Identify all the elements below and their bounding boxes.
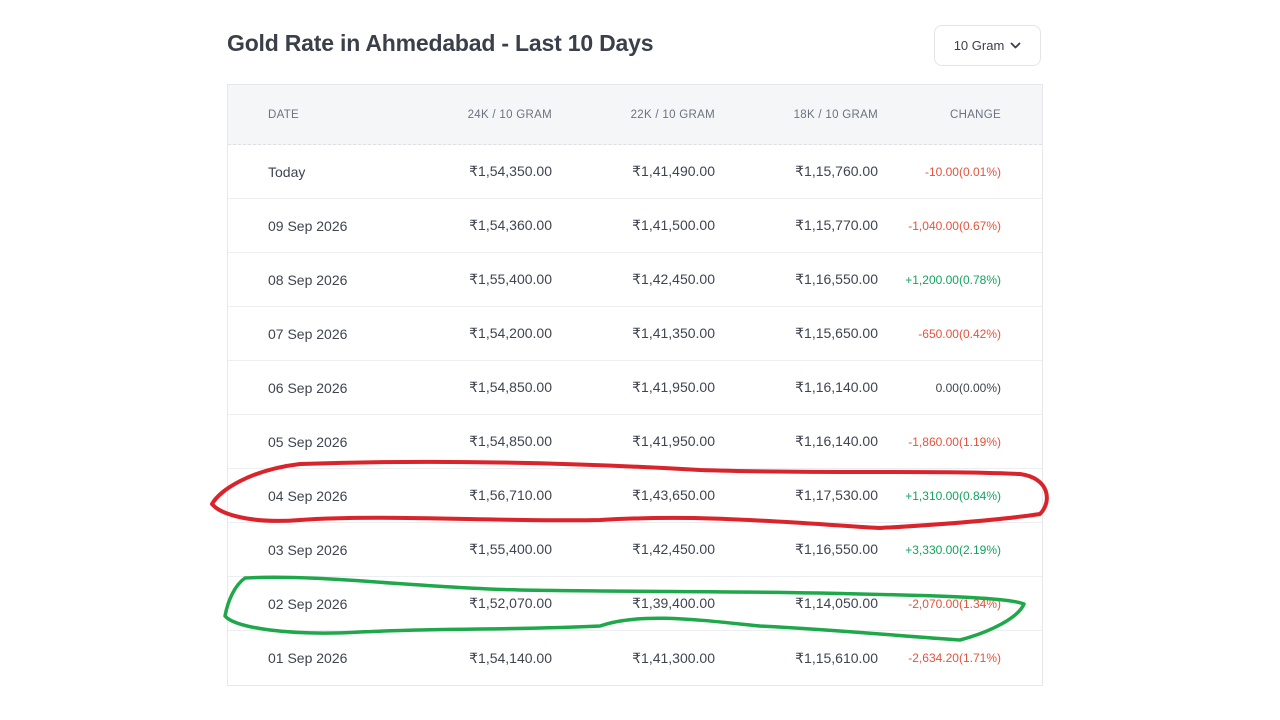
row-22k-rate: ₹1,41,950.00 — [632, 379, 715, 395]
row-date: 09 Sep 2026 — [268, 217, 348, 234]
row-24k-rate: ₹1,52,070.00 — [469, 595, 552, 611]
row-date: 08 Sep 2026 — [268, 271, 348, 288]
table-row: 05 Sep 2026 ₹1,54,850.00 ₹1,41,950.00 ₹1,16… — [228, 415, 1042, 469]
table-row: Today ₹1,54,350.00 ₹1,41,490.00 ₹1,15,760.0… — [228, 145, 1042, 199]
row-date: 03 Sep 2026 — [268, 541, 348, 558]
row-22k-rate: ₹1,41,950.00 — [632, 433, 715, 449]
row-22k-rate: ₹1,39,400.00 — [632, 595, 715, 611]
table-body: Today ₹1,54,350.00 ₹1,41,490.00 ₹1,15,760.0… — [228, 145, 1042, 685]
unit-dropdown[interactable]: 10 Gram — [934, 25, 1041, 66]
row-change: +1,310.00(0.84%) — [905, 488, 1001, 503]
chevron-down-icon — [1010, 42, 1021, 50]
header-date: DATE — [268, 108, 300, 121]
page-title: Gold Rate in Ahmedabad - Last 10 Days — [227, 30, 654, 56]
row-24k-rate: ₹1,54,350.00 — [469, 163, 552, 179]
row-22k-rate: ₹1,41,300.00 — [632, 649, 715, 666]
row-18k-rate: ₹1,15,650.00 — [795, 325, 878, 341]
table-row: 04 Sep 2026 ₹1,56,710.00 ₹1,43,650.00 ₹1,17… — [228, 469, 1042, 523]
row-22k-rate: ₹1,42,450.00 — [632, 541, 715, 557]
row-22k-rate: ₹1,41,350.00 — [632, 325, 715, 341]
row-change: -650.00(0.42%) — [918, 326, 1001, 341]
table-row: 08 Sep 2026 ₹1,55,400.00 ₹1,42,450.00 ₹1,16… — [228, 253, 1042, 307]
table-row: 07 Sep 2026 ₹1,54,200.00 ₹1,41,350.00 ₹1,15… — [228, 307, 1042, 361]
row-change: +3,330.00(2.19%) — [905, 542, 1001, 557]
row-change: -10.00(0.01%) — [924, 164, 1001, 179]
row-date: Today — [268, 163, 306, 180]
row-24k-rate: ₹1,54,850.00 — [469, 433, 552, 449]
header-24k: 24K / 10 GRAM — [467, 108, 552, 121]
row-22k-rate: ₹1,43,650.00 — [632, 487, 715, 503]
row-18k-rate: ₹1,16,550.00 — [795, 541, 878, 557]
row-18k-rate: ₹1,16,550.00 — [795, 271, 878, 287]
row-change: 0.00(0.00%) — [935, 380, 1001, 395]
row-24k-rate: ₹1,55,400.00 — [469, 271, 552, 287]
row-date: 07 Sep 2026 — [268, 325, 348, 342]
row-18k-rate: ₹1,17,530.00 — [795, 487, 878, 503]
table-row: 03 Sep 2026 ₹1,55,400.00 ₹1,42,450.00 ₹1,16… — [228, 523, 1042, 577]
row-change: -2,070.00(1.34%) — [908, 596, 1001, 611]
row-22k-rate: ₹1,41,490.00 — [632, 163, 715, 179]
header-18k: 18K / 10 GRAM — [793, 108, 878, 121]
row-24k-rate: ₹1,54,140.00 — [469, 649, 552, 666]
row-change: -2,634.20(1.71%) — [908, 651, 1001, 665]
row-24k-rate: ₹1,55,400.00 — [469, 541, 552, 557]
table-row: 02 Sep 2026 ₹1,52,070.00 ₹1,39,400.00 ₹1,14… — [228, 577, 1042, 631]
row-date: 02 Sep 2026 — [268, 595, 348, 612]
row-18k-rate: ₹1,15,770.00 — [795, 217, 878, 233]
row-18k-rate: ₹1,15,760.00 — [795, 163, 878, 179]
row-22k-rate: ₹1,42,450.00 — [632, 271, 715, 287]
table-header: DATE 24K / 10 GRAM 22K / 10 GRAM 18K / 1… — [228, 85, 1042, 145]
row-date: 04 Sep 2026 — [268, 487, 348, 504]
row-change: -1,860.00(1.19%) — [908, 434, 1001, 449]
row-18k-rate: ₹1,15,610.00 — [795, 649, 878, 666]
row-18k-rate: ₹1,14,050.00 — [795, 595, 878, 611]
table-row: 06 Sep 2026 ₹1,54,850.00 ₹1,41,950.00 ₹1,16… — [228, 361, 1042, 415]
header-22k: 22K / 10 GRAM — [630, 108, 715, 121]
row-24k-rate: ₹1,54,360.00 — [469, 217, 552, 233]
row-date: 01 Sep 2026 — [268, 650, 348, 666]
row-24k-rate: ₹1,54,200.00 — [469, 325, 552, 341]
table-row: 09 Sep 2026 ₹1,54,360.00 ₹1,41,500.00 ₹1,15… — [228, 199, 1042, 253]
row-date: 06 Sep 2026 — [268, 379, 348, 396]
unit-dropdown-value: 10 Gram — [953, 38, 1005, 53]
table-row: 01 Sep 2026 ₹1,54,140.00 ₹1,41,300.00 ₹1,15… — [228, 631, 1042, 685]
row-date: 05 Sep 2026 — [268, 433, 348, 450]
row-18k-rate: ₹1,16,140.00 — [795, 433, 878, 449]
row-18k-rate: ₹1,16,140.00 — [795, 379, 878, 395]
row-24k-rate: ₹1,56,710.00 — [469, 487, 552, 503]
gold-rate-table: DATE 24K / 10 GRAM 22K / 10 GRAM 18K / 1… — [227, 84, 1043, 686]
row-change: -1,040.00(0.67%) — [908, 218, 1001, 233]
header-change: CHANGE — [949, 108, 1001, 121]
row-24k-rate: ₹1,54,850.00 — [469, 379, 552, 395]
row-change: +1,200.00(0.78%) — [905, 272, 1001, 287]
row-22k-rate: ₹1,41,500.00 — [632, 217, 715, 233]
